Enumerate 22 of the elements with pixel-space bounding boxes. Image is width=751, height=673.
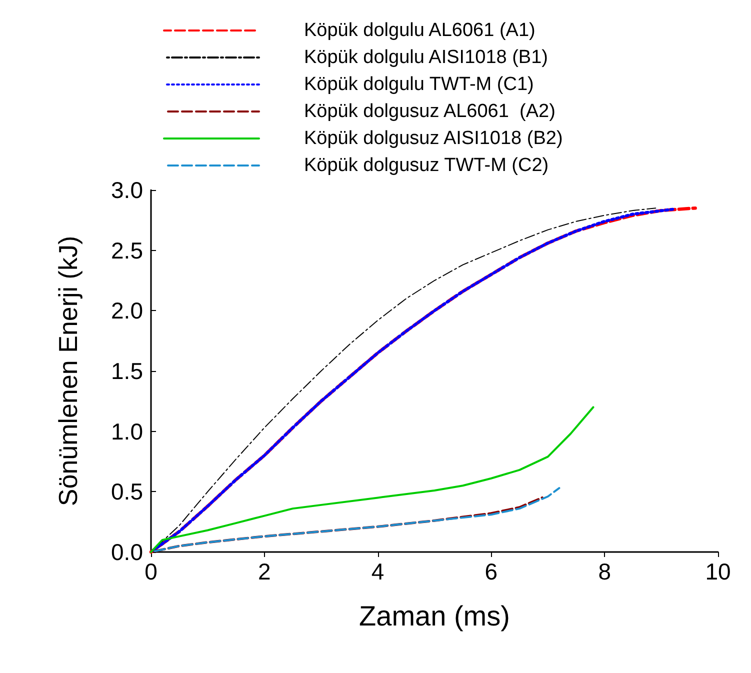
y-tick-label: 0.0	[111, 539, 143, 565]
x-tick-label: 2	[258, 558, 271, 584]
x-tick-label: 8	[598, 558, 611, 584]
x-tick-label: 10	[705, 558, 731, 584]
x-tick-label: 0	[144, 558, 158, 584]
y-tick-label: 0.5	[111, 478, 143, 505]
y-axis-title: Sönümlenen Enerji (kJ)	[53, 236, 83, 506]
y-tick-label: 1.0	[111, 418, 143, 444]
legend-label: Köpük dolgusuz TWT-M (C2)	[304, 155, 549, 176]
legend-label: Köpük dolgulu AISI1018 (B1)	[304, 47, 548, 68]
x-tick-label: 6	[484, 558, 498, 584]
legend-label: Köpük dolgulu AL6061 (A1)	[304, 20, 536, 41]
legend-label: Köpük dolgulu TWT-M (C1)	[304, 74, 534, 95]
y-tick-label: 2.0	[111, 298, 143, 324]
legend-label: Köpük dolgusuz AISI1018 (B2)	[304, 128, 563, 149]
y-tick-label: 2.5	[111, 237, 143, 264]
x-tick-label: 4	[371, 558, 384, 584]
y-tick-label: 3.0	[111, 177, 143, 203]
x-axis-title: Zaman (ms)	[359, 600, 510, 632]
y-tick-label: 1.5	[111, 358, 143, 384]
legend-label: Köpük dolgusuz AL6061 (A2)	[304, 101, 556, 122]
line-series	[150, 406, 594, 553]
